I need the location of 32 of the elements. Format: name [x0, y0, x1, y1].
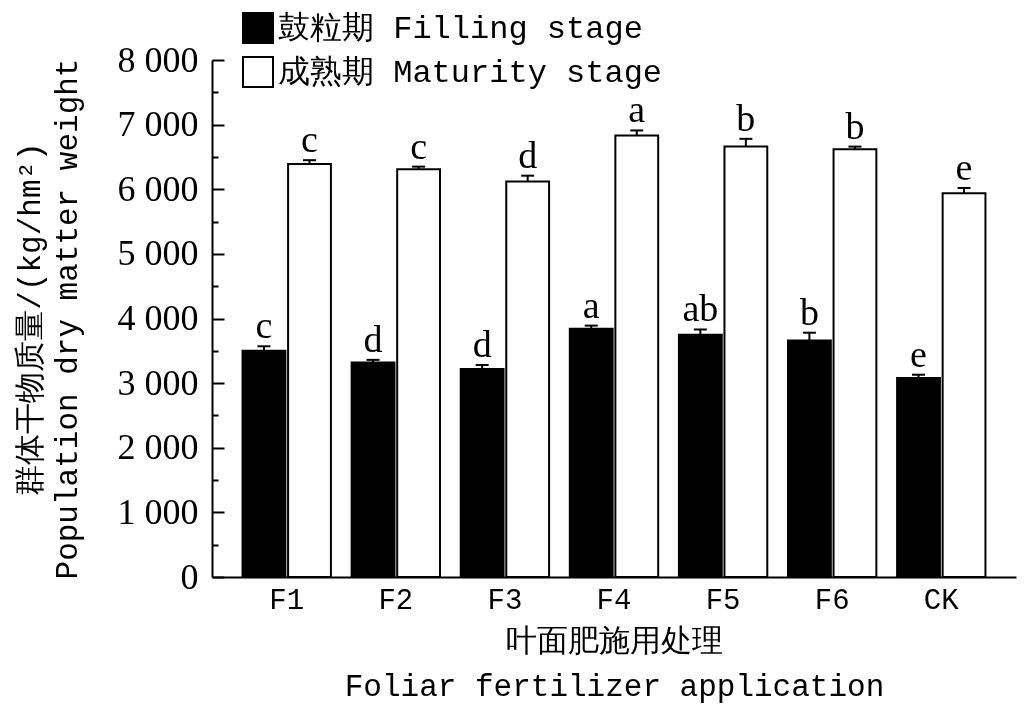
data-label: e: [955, 145, 973, 188]
data-label: c: [255, 304, 273, 347]
data-label: d: [472, 323, 492, 366]
data-label: b: [736, 96, 756, 139]
legend-label: 鼓粒期 Filling stage: [278, 11, 643, 48]
x-tick-label: F6: [814, 584, 850, 618]
data-label: ab: [682, 287, 719, 330]
y-tick-label: 1 000: [117, 491, 199, 532]
data-label: b: [845, 104, 865, 147]
y-tick-label: 6 000: [117, 168, 199, 209]
x-tick-label: F2: [378, 584, 414, 618]
data-label: c: [301, 118, 318, 161]
x-tick-label: CK: [923, 584, 960, 618]
x-axis-title: 叶面肥施用处理 Foliar fertilizer application: [344, 624, 885, 705]
y-tick-label: 7 000: [117, 104, 199, 145]
data-label: d: [518, 133, 538, 176]
x-tick-label: F4: [596, 584, 632, 618]
y-tick-label: 8 000: [117, 39, 199, 80]
data-label: d: [363, 317, 383, 360]
x-tick-label: F3: [487, 584, 523, 618]
y-tick-label: 3 000: [117, 362, 199, 403]
y-tick-label: 5 000: [117, 233, 199, 274]
y-tick-label: 0: [180, 556, 199, 597]
y-tick-label: 2 000: [117, 427, 199, 468]
data-label: c: [410, 124, 428, 167]
data-label: e: [910, 332, 927, 375]
y-tick-label: 4 000: [117, 298, 199, 338]
x-tick-label: F1: [269, 584, 305, 618]
data-label: b: [799, 290, 819, 333]
data-label: a: [582, 283, 600, 326]
y-axis-title: 群体干物质量/(kg/hm²) Population dry matter weight: [13, 58, 86, 580]
x-tick-label: F5: [705, 584, 741, 618]
